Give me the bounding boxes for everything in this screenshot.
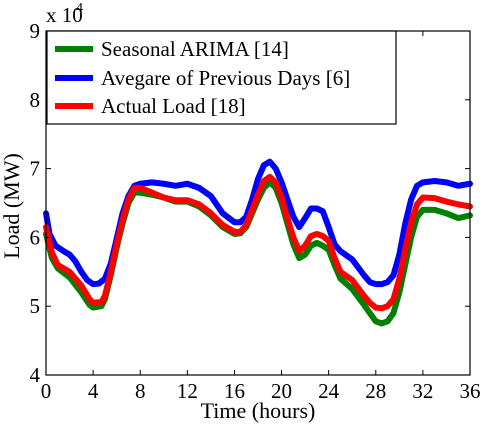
y-multiplier-exponent: 4 — [76, 1, 83, 16]
x-tick-label: 0 — [41, 379, 52, 403]
series-line-1 — [43, 158, 473, 288]
x-tick-label: 20 — [271, 379, 292, 403]
legend-label-seasonal-arima: Seasonal ARIMA [14] — [101, 37, 289, 61]
y-tick-label: 6 — [30, 225, 41, 249]
legend: Seasonal ARIMA [14] Avegare of Previous … — [46, 30, 397, 125]
x-tick-label: 4 — [88, 379, 99, 403]
y-tick-label: 4 — [30, 363, 41, 387]
y-axis-label: Load (MW) — [0, 153, 24, 259]
y-tick-label: 9 — [30, 19, 41, 43]
y-tick-label: 5 — [30, 294, 41, 318]
x-tick-label: 32 — [412, 379, 433, 403]
series-layer — [43, 158, 473, 327]
x-axis-label: Time (hours) — [201, 398, 316, 423]
y-tick-label: 7 — [30, 157, 41, 181]
y-multiplier-label: x 10 — [46, 3, 83, 27]
x-tick-label: 8 — [135, 379, 146, 403]
x-tick-label: 28 — [365, 379, 386, 403]
x-tick-label: 16 — [224, 379, 245, 403]
y-tick-label: 8 — [30, 88, 41, 112]
x-tick-label: 12 — [177, 379, 198, 403]
legend-label-previous-days: Avegare of Previous Days [6] — [101, 66, 350, 90]
legend-box — [46, 30, 397, 125]
legend-label-actual-load: Actual Load [18] — [101, 94, 246, 118]
series-line-2 — [43, 173, 473, 312]
x-tick-label: 24 — [318, 379, 340, 403]
x-tick-label: 36 — [460, 379, 481, 403]
